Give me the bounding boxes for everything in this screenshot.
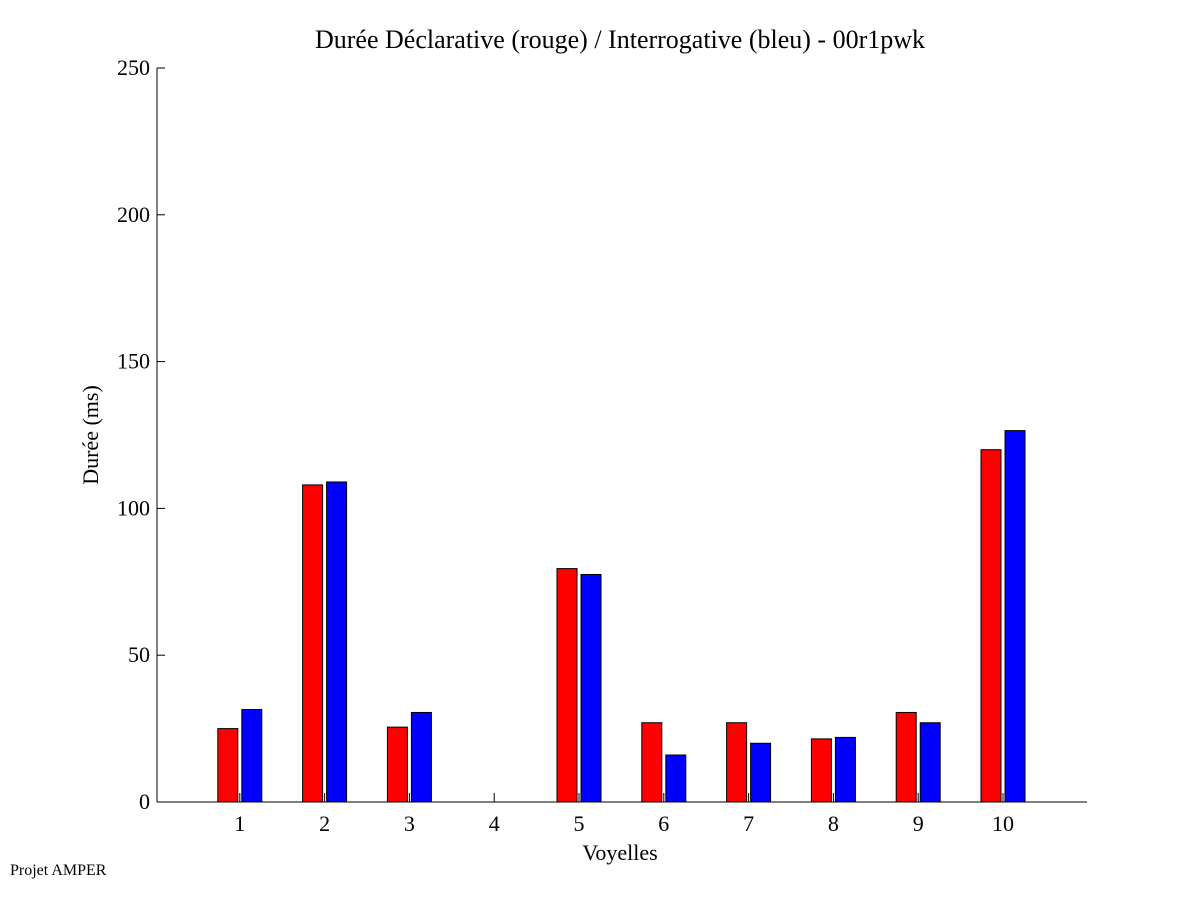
y-tick-label: 50 (128, 642, 150, 667)
bar-blue-1 (241, 709, 263, 803)
x-axis-label: Voyelles (582, 840, 657, 865)
bar-blue-10 (1004, 430, 1026, 803)
bar-blue-5 (580, 573, 602, 803)
y-tick-label: 250 (117, 55, 150, 80)
y-tick-label: 100 (117, 495, 150, 520)
x-tick-label: 9 (913, 811, 924, 836)
axes (156, 68, 1087, 803)
x-tick-label: 8 (828, 811, 839, 836)
bar-blue-7 (750, 742, 772, 803)
y-tick-label: 200 (117, 202, 150, 227)
bar-blue-9 (919, 722, 941, 803)
y-ticks: 0 50 100 150 200 250 (117, 55, 165, 814)
x-tick-label: 6 (658, 811, 669, 836)
chart-title: Durée Déclarative (rouge) / Interrogativ… (315, 25, 925, 54)
bar-red-6 (641, 722, 663, 803)
bar-blue-8 (834, 736, 856, 803)
x-tick-label: 2 (319, 811, 330, 836)
bar-blue-2 (326, 481, 348, 803)
y-tick-label: 0 (139, 789, 150, 814)
bars-group (217, 430, 1026, 803)
x-tick-label: 1 (234, 811, 245, 836)
bar-blue-3 (410, 711, 432, 803)
bar-red-7 (726, 722, 748, 803)
y-tick-label: 150 (117, 349, 150, 374)
bar-red-5 (556, 568, 578, 803)
x-ticks: 1 2 3 4 5 6 7 8 9 10 (234, 793, 1014, 836)
bar-red-8 (810, 738, 832, 803)
y-axis-label: Durée (ms) (78, 385, 103, 485)
x-tick-label: 7 (743, 811, 754, 836)
bar-red-3 (386, 726, 408, 803)
bar-blue-6 (665, 754, 687, 803)
x-tick-label: 3 (404, 811, 415, 836)
bar-red-2 (302, 484, 324, 803)
bar-red-9 (895, 711, 917, 803)
x-tick-label: 10 (992, 811, 1014, 836)
bar-red-10 (980, 449, 1002, 803)
x-tick-label: 4 (489, 811, 500, 836)
footer-credit: Projet AMPER (10, 862, 107, 879)
bar-red-1 (217, 728, 239, 803)
x-tick-label: 5 (574, 811, 585, 836)
